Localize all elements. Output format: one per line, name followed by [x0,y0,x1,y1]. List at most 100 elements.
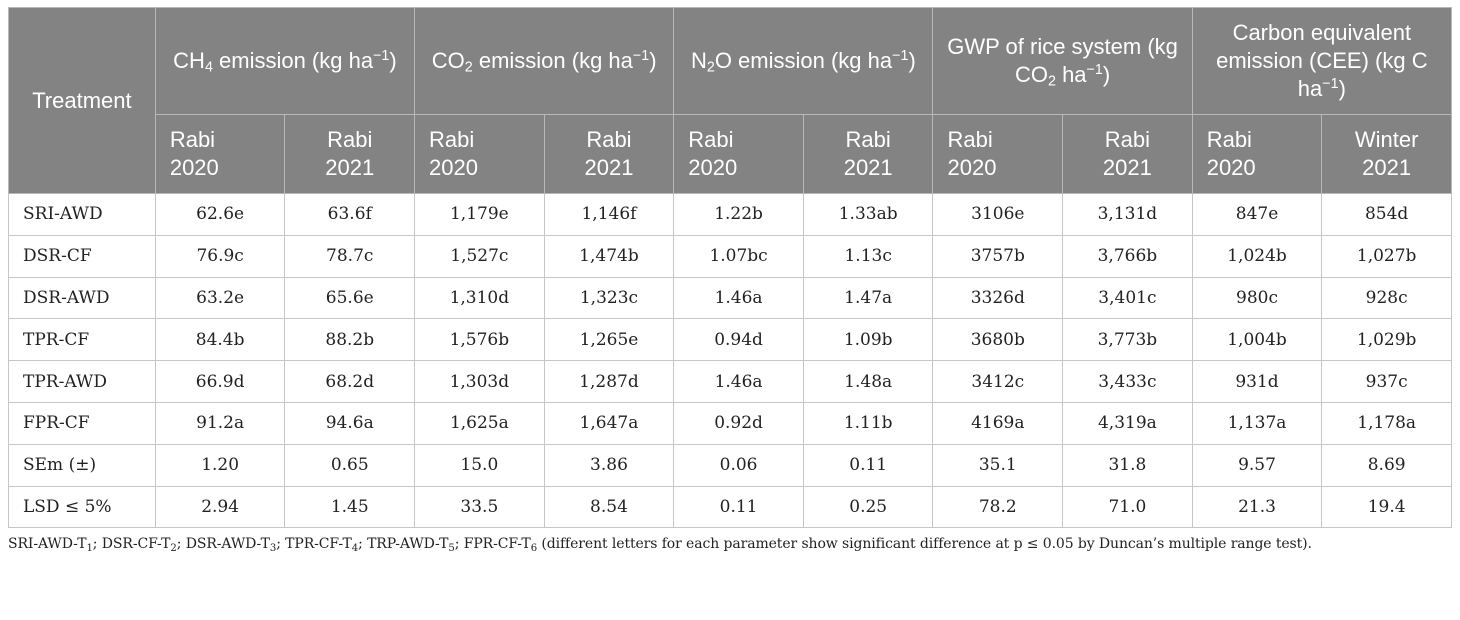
table-cell: 88.2b [284,318,416,362]
table-row: SRI-AWD 62.6e 63.6f 1,179e 1,146f 1.22b 1.33ab… [8,193,1452,236]
treatment-name: DSR-AWD [8,276,156,320]
season-year: 2021 [1362,155,1412,180]
table-cell: 3412c [932,360,1064,403]
season-header: Rabi 2020 [673,114,804,194]
season-name: Rabi [429,127,475,152]
group-label-part: −1 [373,48,390,65]
group-label-part: −1 [1322,76,1339,93]
group-label-part: ha [1055,62,1087,87]
group-label-part: 2 [464,59,473,76]
table-cell: 1,178a [1321,401,1452,445]
season-year: 2020 [947,155,997,180]
table-cell: 15.0 [414,443,545,487]
header-gwp: GWP of rice system (kg CO2 ha−1) [932,7,1193,115]
footnote-separator: ; [92,536,102,553]
header-cee: Carbon equivalent emission (CEE) (kg C h… [1191,7,1453,115]
table-cell: 3,773b [1062,318,1193,362]
season-name: Rabi [845,127,891,152]
season-name: Rabi [586,127,632,152]
treatment-name: TPR-AWD [8,360,156,403]
table-cell: 8.69 [1321,443,1452,487]
table-cell: 937c [1321,360,1452,403]
table-cell: 31.8 [1062,443,1193,487]
table-cell: 21.3 [1191,485,1323,529]
season-header: Rabi 2020 [932,114,1064,194]
table-cell: 1,146f [543,193,675,236]
table-cell: 19.4 [1321,485,1452,529]
season-name: Rabi [327,127,373,152]
table-cell: 1.07bc [673,234,804,278]
table-body: SRI-AWD 62.6e 63.6f 1,179e 1,146f 1.22b 1.33ab… [8,193,1452,529]
season-header: Rabi 2021 [543,114,675,194]
footnote-separator: ; [358,536,368,553]
footnote-treatment: DSR-CF-T [101,536,171,553]
table-cell: 2.94 [154,485,286,529]
footnote-subscript: 2 [170,543,177,555]
season-name: Rabi [1206,127,1252,152]
season-header: Rabi 2021 [284,114,416,194]
header-co2-emission: CO2 emission (kg ha−1) [414,7,675,115]
table-cell: 4,319a [1062,401,1193,445]
footnote-treatment: FPR-CF-T [463,536,531,553]
table-cell: 71.0 [1062,485,1193,529]
table-cell: 35.1 [932,443,1064,487]
table-cell: 1.20 [154,443,286,487]
group-label-part: ) [1338,76,1346,101]
table-cell: 1.09b [802,318,934,362]
season-header: Rabi 2021 [1062,114,1193,194]
table-cell: 91.2a [154,401,286,445]
group-label-part: emission (kg ha [212,48,374,73]
table-cell: 65.6e [284,276,416,320]
table-row: DSR-AWD 63.2e 65.6e 1,310d 1,323c 1.46a 1.47a 3… [8,276,1452,320]
table-cell: 1,576b [414,318,545,362]
treatment-name: DSR-CF [8,234,156,278]
table-row: SEm (±) 1.20 0.65 15.0 3.86 0.06 0.11 35.1 31.8 9… [8,443,1452,487]
table-cell: 1,647a [543,401,675,445]
table-cell: 1.33ab [802,193,934,236]
table-cell: 1.48a [802,360,934,403]
table-cell: 0.94d [673,318,804,362]
season-name: Rabi [947,127,993,152]
group-label-part: ) [1102,62,1111,87]
treatment-name: FPR-CF [8,401,156,445]
header-n2o-emission: N2O emission (kg ha−1) [673,7,934,115]
season-header: Rabi 2020 [414,114,545,194]
group-label-part: GWP of rice system (kg CO [947,34,1178,87]
table-cell: 3,131d [1062,193,1193,236]
table-cell: 63.2e [154,276,286,320]
table-cell: 3,766b [1062,234,1193,278]
table-cell: 78.7c [284,234,416,278]
table-cell: 1,029b [1321,318,1452,362]
footnote-note: (different letters for each parameter sh… [541,536,1312,553]
season-year: 2020 [429,155,478,180]
season-year: 2020 [1206,155,1256,180]
footnote-treatment: SRI-AWD-T [8,536,87,553]
table-cell: 68.2d [284,360,416,403]
table-cell: 1.46a [673,276,804,320]
season-year: 2021 [584,155,634,180]
table-cell: 854d [1321,193,1452,236]
table-cell: 3326d [932,276,1064,320]
group-label-part: emission (kg ha [472,48,633,73]
table-row: LSD ≤ 5% 2.94 1.45 33.5 8.54 0.11 0.25 78.2 71.0… [8,485,1452,529]
table-cell: 3757b [932,234,1064,278]
table-cell: 1,310d [414,276,545,320]
table-cell: 1,265e [543,318,675,362]
group-label-part: CO [431,48,465,73]
table-cell: 1.46a [673,360,804,403]
treatment-header: Treatment [8,7,156,194]
season-header: Rabi 2020 [1191,114,1323,194]
table-footnote: SRI-AWD-T1; DSR-CF-T2; DSR-AWD-T3; TPR-C… [8,536,1452,555]
treatment-name: LSD ≤ 5% [8,485,156,529]
table-cell: 33.5 [414,485,545,529]
table-cell: 1.13c [802,234,934,278]
group-label-part: −1 [892,48,909,65]
table-cell: 1,137a [1191,401,1323,445]
season-year: 2021 [1102,155,1152,180]
group-label-part: Carbon equivalent emission (CEE) (kg C h… [1216,20,1428,101]
footnote-subscript: 4 [351,543,359,555]
table-cell: 928c [1321,276,1452,320]
table-cell: 0.65 [284,443,416,487]
table-cell: 63.6f [284,193,416,236]
group-label-part: 4 [204,59,213,76]
